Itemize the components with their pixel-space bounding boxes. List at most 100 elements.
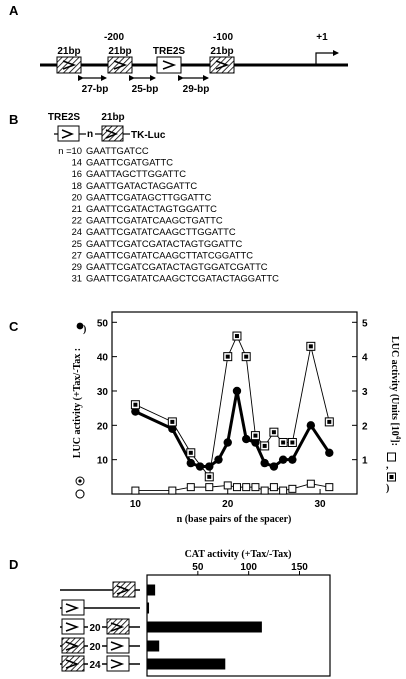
arrow-icon (65, 641, 80, 651)
dotted-square-point-dot (244, 354, 249, 359)
construct-tre2s-box (61, 618, 85, 635)
element-21bp-box-2 (107, 56, 133, 74)
filled-circle-point (232, 386, 242, 396)
arrow-icon (65, 603, 80, 613)
spacer-sequence: GAATTCGATCGATACTAGTGGATTC (86, 238, 242, 249)
baseline-open-circle-point (75, 489, 85, 499)
y-left-tick-label: 10 (97, 456, 109, 467)
dotted-square-legend-dot (389, 475, 394, 479)
spacer-sequence: GAATTCGATCGATACTAGTGGATCGATTC (86, 261, 268, 272)
spacer-sequence: GAATTCGATATCAAGCTCGATACTAGGATTC (86, 273, 279, 284)
open-square-point (131, 486, 140, 495)
dotted-square-point-dot (207, 474, 212, 479)
filled-circle-point (325, 448, 334, 457)
construct-21bp-box (101, 125, 124, 142)
y-left-tick-label: 30 (97, 387, 109, 398)
construct-tre2s-box (61, 599, 85, 616)
arrow-icon (162, 60, 177, 70)
arrow-icon (65, 622, 80, 632)
bar-chart-title: CAT activity (+Tax/-Tax) (185, 549, 292, 560)
open-square-point (306, 479, 315, 488)
line-chart: 10 20 30 40 50 1 2 3 4 5 10 20 30 (75, 318, 368, 510)
panel-b-label: B (9, 112, 18, 127)
element-label-21bp-2: 21bp (108, 46, 131, 57)
filled-circle-point (269, 462, 279, 471)
position-minus-100: -100 (213, 32, 233, 43)
spacer-sequence: GAATTGATACTAGGATTC (86, 180, 197, 191)
spacer-label-25bp: 25-bp (132, 84, 159, 95)
arrow-icon (113, 60, 128, 70)
open-square-series-line (135, 483, 330, 492)
open-square-point (251, 483, 260, 492)
panel-d-label: D (9, 557, 18, 572)
y-right-tick-label: 1 (362, 456, 368, 467)
position-plus-1: +1 (316, 32, 328, 43)
spacer-sequence: GAATTCGATATCAAGCTTGGATTC (86, 226, 236, 237)
y-axis-right-tail: ]: (389, 439, 400, 446)
y-axis-left-title: LUC activity (+Tax/-Tax : (72, 348, 83, 458)
open-square-point (232, 483, 241, 492)
open-square-point (279, 486, 288, 495)
arrow-icon (61, 129, 75, 139)
y-right-tick-label: 3 (362, 387, 368, 398)
arrow-icon (62, 60, 77, 70)
dotted-square-point-dot (327, 419, 332, 424)
y-left-tick-label: 40 (97, 353, 109, 364)
spacer-length: 21 (72, 203, 82, 214)
construct-tre2s-box (106, 655, 130, 672)
y-axis-right-close-paren: ) (386, 483, 389, 494)
y-left-tick-label: 20 (97, 421, 109, 432)
bar-x-tick-label: 100 (240, 562, 257, 573)
construct-row-5: 24 (60, 655, 140, 672)
filled-circle-point (260, 458, 269, 468)
construct-tre2s-box (57, 125, 80, 142)
cat-activity-bar (147, 621, 262, 633)
filled-circle-point (214, 455, 223, 464)
element-label-21bp-1: 21bp (57, 46, 80, 57)
element-21bp-box-1 (56, 56, 82, 74)
construct-tkluc-label: TK-Luc (131, 130, 166, 141)
construct-21bp-box (106, 618, 130, 635)
dotted-square-point-dot (170, 419, 175, 424)
cat-activity-bar (147, 602, 150, 614)
spacer-length: 27 (72, 249, 82, 260)
open-square-legend-icon (387, 452, 396, 462)
spacer-label-27bp: 27-bp (82, 84, 109, 95)
open-square-point (288, 484, 297, 493)
bar-chart: 50 100 150 (147, 562, 308, 670)
construct-21bp-box (61, 655, 85, 672)
spacer-length: 22 (72, 215, 82, 226)
filled-circle-point (168, 424, 177, 433)
spacer-length: 20 (72, 191, 82, 202)
spacer-label: 20 (89, 623, 101, 634)
spacer-sequence: GAATTCGATATCAAGCTGATTC (86, 215, 223, 226)
filled-circle-point (278, 455, 288, 464)
plot-frame (111, 311, 358, 495)
spacer-label: 24 (89, 660, 101, 671)
bar-x-tick-label: 150 (291, 562, 308, 573)
position-minus-200: -200 (104, 32, 124, 43)
element-label-tre2s: TRE2S (153, 46, 186, 57)
spacer-length: n =10 (58, 145, 82, 156)
element-21bp-box-3 (209, 56, 235, 74)
x-axis-title: n (base pairs of the spacer) (177, 514, 292, 525)
construct-row-4: 20 (60, 637, 140, 654)
arrow-icon (110, 659, 125, 669)
sequence-table: n =10 GAATTGATCC 14 GAATTCGATGATTC 16 GAATTAG… (58, 145, 279, 284)
baseline-dotted-circle-dot (78, 479, 82, 483)
y-axis-right-label: LUC activity (Units [10 (389, 336, 400, 436)
y-right-tick-label: 2 (362, 421, 368, 432)
arrow-icon (65, 659, 80, 669)
arrow-icon (116, 585, 131, 595)
element-label-21bp-3: 21bp (210, 46, 233, 57)
y-axis-right-exponent: 4 (394, 436, 402, 440)
panel-c-label: C (9, 319, 19, 334)
open-square-point (242, 483, 251, 492)
panel-b: B TRE2S 21bp n TK-Luc n =10 GAATTGATCC 14 G… (9, 112, 279, 284)
arrow-icon (110, 641, 125, 651)
construct-row-2 (60, 599, 140, 616)
x-tick-label: 30 (315, 499, 327, 510)
construct-21bp-box (112, 581, 136, 598)
filled-circle-point (186, 458, 195, 468)
